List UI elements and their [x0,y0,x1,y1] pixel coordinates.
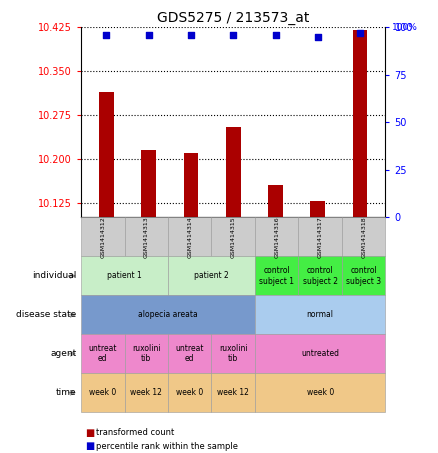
Text: control
subject 1: control subject 1 [259,266,294,285]
Point [187,31,194,39]
Point [272,31,279,39]
Bar [268,185,283,217]
Text: week 0: week 0 [176,388,203,397]
Text: ■: ■ [85,441,95,451]
Bar [184,153,198,217]
Text: GSM1414312: GSM1414312 [100,216,105,258]
Text: GSM1414317: GSM1414317 [318,216,323,258]
Text: GSM1414314: GSM1414314 [187,216,192,258]
Text: alopecia areata: alopecia areata [138,310,198,319]
Text: untreat
ed: untreat ed [88,344,117,363]
Text: week 0: week 0 [89,388,117,397]
Bar [99,92,114,217]
Text: week 12: week 12 [131,388,162,397]
Text: individual: individual [32,271,77,280]
Text: GSM1414318: GSM1414318 [361,216,366,258]
Text: patient 2: patient 2 [194,271,229,280]
Text: disease state: disease state [16,310,77,319]
Bar [226,127,240,217]
Text: ■: ■ [85,428,95,438]
Bar [311,201,325,217]
Text: GSM1414313: GSM1414313 [144,216,149,258]
Text: 100%: 100% [392,23,417,32]
Point [103,31,110,39]
Text: untreated: untreated [301,349,339,358]
Text: week 0: week 0 [307,388,334,397]
Text: GSM1414316: GSM1414316 [274,216,279,258]
Text: percentile rank within the sample: percentile rank within the sample [96,442,238,451]
Text: GSM1414315: GSM1414315 [231,216,236,258]
Point [357,29,364,37]
Text: time: time [56,388,77,397]
Title: GDS5275 / 213573_at: GDS5275 / 213573_at [157,11,309,25]
Point [230,31,237,39]
Text: ruxolini
tib: ruxolini tib [219,344,247,363]
Text: control
subject 2: control subject 2 [303,266,338,285]
Text: week 12: week 12 [217,388,249,397]
Point [145,31,152,39]
Text: untreat
ed: untreat ed [176,344,204,363]
Point [314,33,321,40]
Text: normal: normal [307,310,334,319]
Bar [353,30,367,217]
Text: ruxolini
tib: ruxolini tib [132,344,161,363]
Text: agent: agent [50,349,77,358]
Text: transformed count: transformed count [96,428,175,437]
Text: patient 1: patient 1 [107,271,142,280]
Text: control
subject 3: control subject 3 [346,266,381,285]
Bar [141,150,156,217]
